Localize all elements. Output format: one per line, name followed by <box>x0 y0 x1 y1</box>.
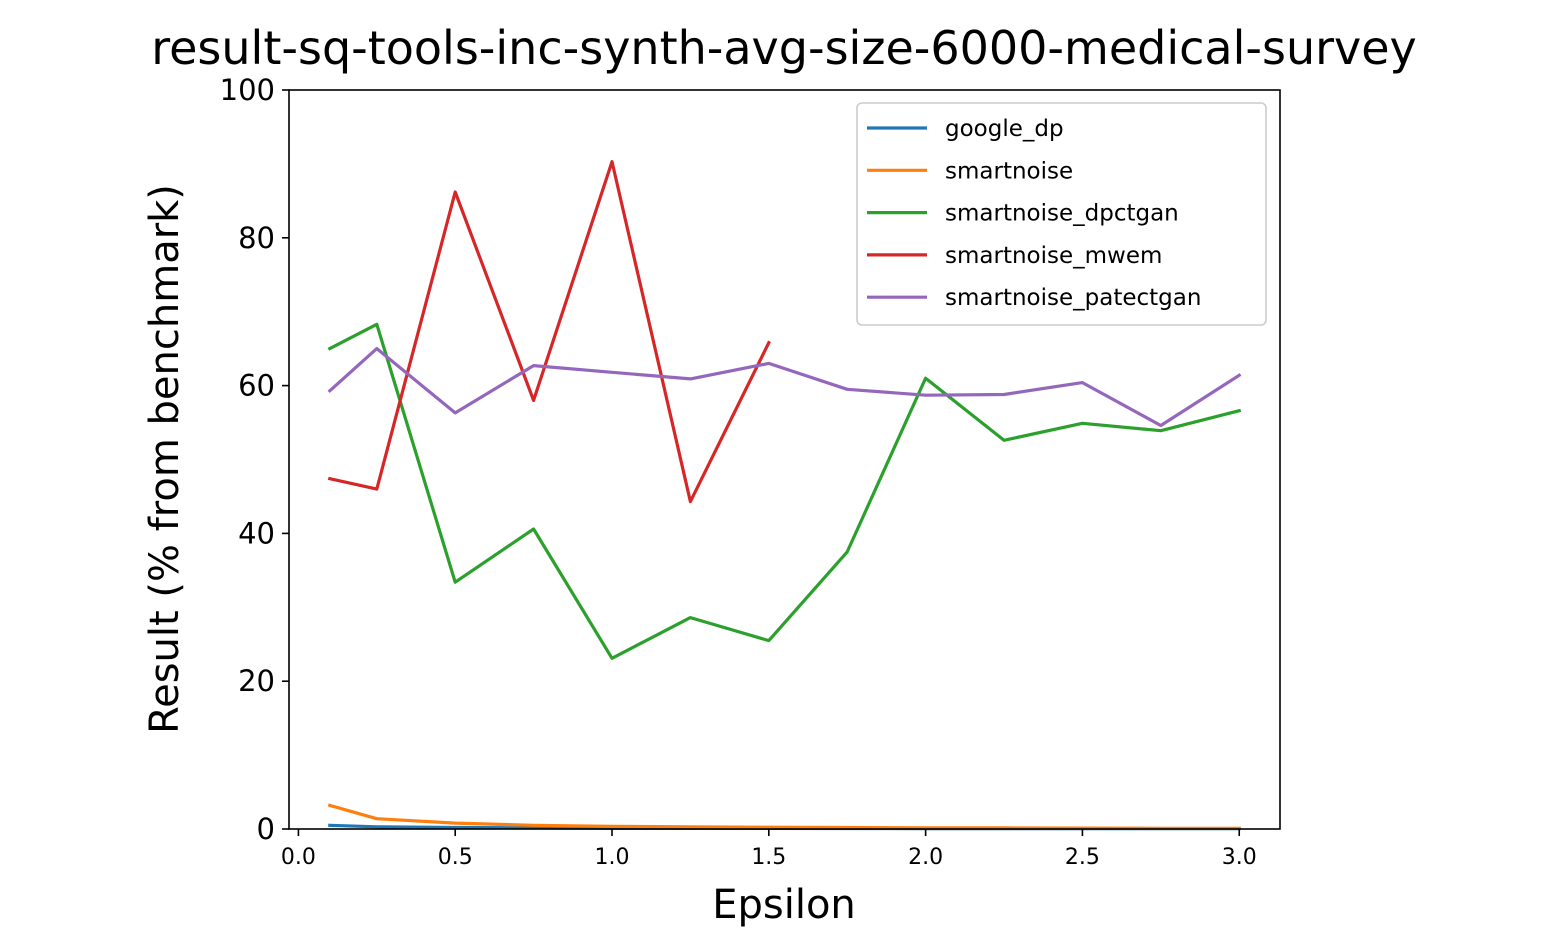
series-line-smartnoise-mwem <box>327 160 771 504</box>
x-tick-label: 1.5 <box>751 845 786 870</box>
x-tick-label: 1.0 <box>595 845 630 870</box>
x-tick-label: 0.5 <box>438 845 473 870</box>
x-tick-label: 3.0 <box>1222 845 1257 870</box>
x-tick-label: 2.5 <box>1065 845 1100 870</box>
y-tick-label: 60 <box>238 369 275 403</box>
y-tick-label: 40 <box>238 516 275 550</box>
legend-box <box>856 102 1267 326</box>
y-axis: 0 20 40 60 80 100 <box>220 73 289 846</box>
x-axis: 0.0 0.5 1.0 1.5 2.0 2.5 3.0 <box>281 829 1257 870</box>
legend-label-smartnoise-patectgan: smartnoise_patectgan <box>945 285 1201 311</box>
x-axis-label: Epsilon <box>712 882 856 928</box>
y-tick-label: 0 <box>257 812 275 846</box>
series-line-smartnoise <box>327 803 1241 830</box>
chart-title: result-sq-tools-inc-synth-avg-size-6000-… <box>151 21 1417 75</box>
y-tick-label: 20 <box>238 664 275 698</box>
legend-label-smartnoise: smartnoise <box>945 158 1073 184</box>
legend-label-google-dp: google_dp <box>945 116 1064 142</box>
legend: google_dp smartnoise smartnoise_dpctgansma… <box>856 102 1267 326</box>
series-line-smartnoise-patectgan <box>327 347 1242 428</box>
y-axis-label: Result (% from benchmark) <box>142 184 188 734</box>
axes-frame <box>288 89 1281 830</box>
series-line-smartnoise-dpctgan <box>327 322 1242 660</box>
legend-label-smartnoise-dpctgan: smartnoise_dpctgan <box>945 201 1179 227</box>
y-tick-label: 80 <box>238 221 275 255</box>
y-tick-label: 100 <box>220 73 275 107</box>
x-tick-label: 0.0 <box>281 845 316 870</box>
x-tick-label: 2.0 <box>908 845 943 870</box>
legend-label-smartnoise-mwem: smartnoise_mwem <box>945 243 1162 269</box>
